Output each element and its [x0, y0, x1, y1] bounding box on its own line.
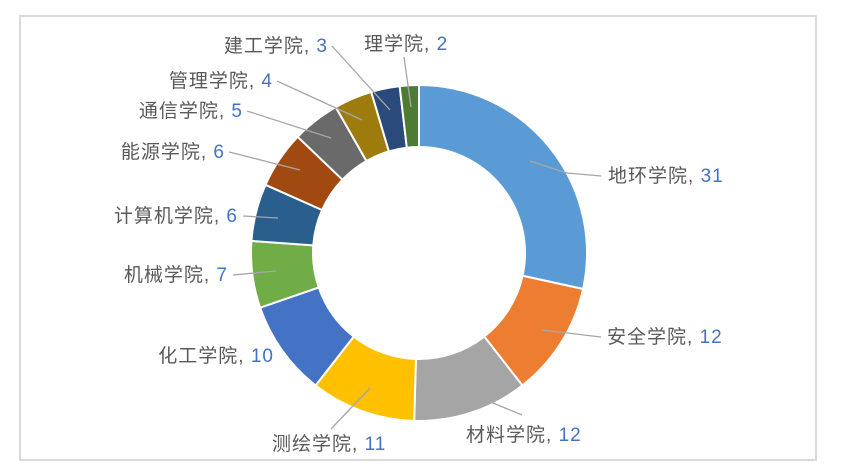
leader-line-10 — [276, 80, 363, 121]
data-label-7: 计算机学院, 6 — [114, 205, 238, 227]
slices-group — [250, 84, 588, 422]
donut-slice-1[interactable] — [418, 84, 588, 291]
data-label-5: 化工学院, 10 — [158, 345, 274, 367]
data-label-11: 建工学院, 3 — [224, 35, 328, 57]
data-label-1: 地环学院, 31 — [608, 165, 724, 187]
leader-line-12 — [403, 56, 412, 108]
leader-line-7 — [242, 215, 279, 219]
data-label-10: 管理学院, 4 — [169, 70, 273, 92]
leader-line-6 — [232, 270, 277, 276]
data-label-9: 通信学院, 5 — [139, 100, 243, 122]
data-label-12: 理学院, 2 — [364, 33, 448, 55]
leader-line-11 — [331, 45, 391, 111]
data-label-3: 材料学院, 12 — [466, 424, 582, 446]
data-label-4: 测绘学院, 11 — [272, 433, 386, 455]
data-label-6: 机械学院, 7 — [124, 264, 228, 286]
leader-line-4 — [330, 387, 371, 430]
data-labels-group: 地环学院, 31 安全学院, 12 材料学院, 12 测绘学院, 11 化工学院, 10… — [114, 33, 724, 455]
data-label-8: 能源学院, 6 — [121, 141, 225, 163]
leader-line-8 — [228, 151, 301, 171]
leader-lines-group — [228, 45, 602, 430]
data-label-2: 安全学院, 12 — [607, 326, 723, 348]
leader-line-3 — [463, 390, 523, 416]
leader-line-1 — [529, 160, 602, 177]
donut-slice-12[interactable] — [398, 84, 420, 149]
leader-line-9 — [246, 110, 332, 139]
leader-line-2 — [541, 329, 602, 338]
